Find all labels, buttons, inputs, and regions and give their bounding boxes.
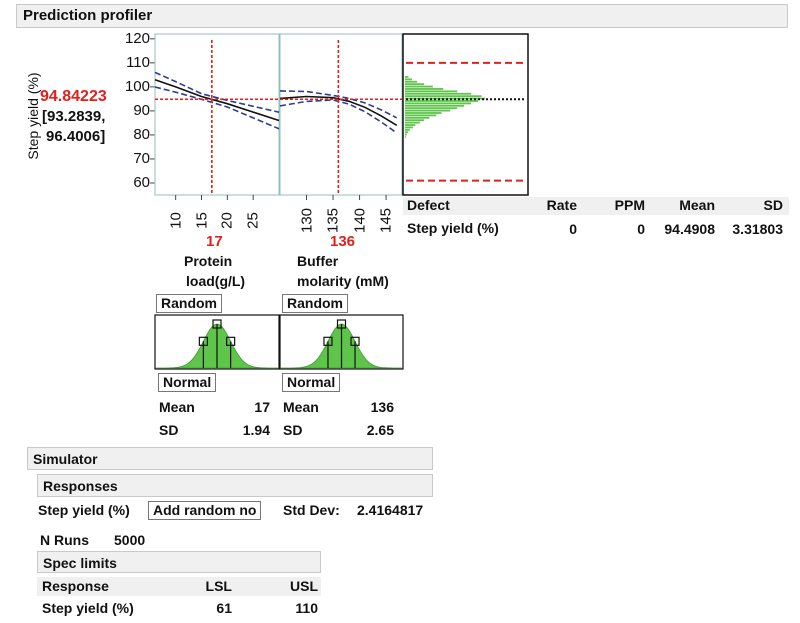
distribution-handle bbox=[350, 336, 360, 346]
defect-row-rate: 0 bbox=[569, 221, 577, 237]
spec-row-lsl[interactable]: 61 bbox=[216, 600, 232, 616]
prediction-curve bbox=[154, 78, 280, 122]
std-dev-value[interactable]: 2.4164817 bbox=[357, 502, 424, 518]
histogram-bar bbox=[405, 78, 412, 81]
confidence-low: [93.2839, bbox=[42, 108, 106, 125]
histogram-bar bbox=[405, 102, 472, 105]
confidence-upper-curve bbox=[154, 71, 280, 113]
histogram-bar bbox=[405, 83, 425, 86]
profiler-title: Prediction profiler bbox=[23, 7, 153, 24]
histogram-bar bbox=[405, 124, 416, 126]
spec-header-usl: USL bbox=[290, 578, 318, 594]
simulator-title: Simulator bbox=[33, 451, 98, 467]
n-runs-label: N Runs bbox=[40, 532, 89, 548]
spec-limits-title: Spec limits bbox=[43, 555, 117, 571]
histogram-bar bbox=[405, 104, 465, 107]
factor-panel-2 bbox=[279, 33, 403, 196]
prediction-curve bbox=[279, 95, 398, 126]
responses-title: Responses bbox=[43, 478, 118, 494]
y-tick-label: 100 bbox=[124, 77, 150, 95]
confidence-upper-curve bbox=[279, 90, 398, 119]
factor1-sd-label: SD bbox=[159, 422, 179, 438]
std-dev-label: Std Dev: bbox=[283, 502, 340, 518]
spec-header-row bbox=[37, 577, 321, 596]
histogram-bar bbox=[405, 107, 458, 110]
histogram-bar bbox=[405, 80, 418, 83]
histogram-bar bbox=[405, 114, 437, 117]
simulator-title-bar[interactable]: Simulator bbox=[27, 447, 433, 470]
y-tick-label: 60 bbox=[133, 173, 150, 191]
histogram-bar bbox=[405, 136, 406, 138]
defect-header-rate: Rate bbox=[546, 197, 577, 213]
histogram-bar bbox=[405, 126, 413, 129]
distribution-handle bbox=[336, 319, 347, 329]
histogram-bar bbox=[405, 112, 442, 114]
factor1-mean-value[interactable]: 17 bbox=[254, 399, 270, 415]
factor1-name-line2: load(g/L) bbox=[186, 273, 246, 289]
histogram-bar bbox=[405, 121, 420, 124]
histogram-bar bbox=[405, 76, 409, 78]
spec-row-usl[interactable]: 110 bbox=[295, 600, 318, 616]
histogram-bar bbox=[405, 116, 430, 119]
histogram-bar bbox=[405, 133, 407, 136]
y-tick-label: 80 bbox=[133, 125, 150, 143]
y-tick-label: 110 bbox=[126, 53, 150, 71]
add-random-noise-button[interactable]: Add random no bbox=[148, 501, 262, 520]
factor1-current-value[interactable]: 17 bbox=[206, 233, 223, 250]
predicted-value: 94.84223 bbox=[40, 88, 107, 105]
distribution-handle bbox=[198, 336, 208, 346]
histogram-bar bbox=[405, 131, 409, 134]
spec-row-name: Step yield (%) bbox=[42, 600, 134, 616]
distribution-handle bbox=[226, 336, 236, 346]
factor2-random-button[interactable]: Random bbox=[282, 294, 348, 313]
histogram-bar bbox=[405, 109, 451, 112]
defect-header-sd: SD bbox=[763, 197, 783, 213]
spec-header-response: Response bbox=[42, 578, 109, 594]
defect-row-ppm: 0 bbox=[637, 221, 645, 237]
histogram-bar bbox=[405, 128, 410, 131]
distribution-handle bbox=[323, 336, 333, 346]
factor2-normal-button[interactable]: Normal bbox=[282, 373, 341, 392]
defect-row-mean: 94.4908 bbox=[664, 221, 715, 237]
defect-header-mean: Mean bbox=[679, 197, 715, 213]
profiler-title-bar[interactable]: Prediction profiler bbox=[16, 4, 788, 28]
y-tick-label: 120 bbox=[124, 29, 150, 47]
factor2-current-value[interactable]: 136 bbox=[330, 233, 356, 250]
responses-title-bar[interactable]: Responses bbox=[37, 474, 433, 497]
histogram-bar bbox=[405, 88, 444, 90]
confidence-high: 96.4006] bbox=[46, 128, 106, 145]
histogram-bar bbox=[405, 95, 482, 98]
histogram-bar bbox=[405, 85, 433, 88]
y-tick-label: 90 bbox=[133, 101, 150, 119]
factor1-mean-label: Mean bbox=[159, 399, 195, 415]
factor2-name-line2: molarity (mM) bbox=[297, 273, 389, 289]
y-tick-label: 70 bbox=[133, 149, 150, 167]
defect-header-row bbox=[403, 197, 789, 215]
response-label: Step yield (%) bbox=[38, 502, 130, 518]
factor2-name-line1: Buffer bbox=[297, 253, 339, 269]
histogram-bar bbox=[405, 100, 479, 102]
factor2-sd-label: SD bbox=[283, 422, 303, 438]
factor2-mean-label: Mean bbox=[283, 399, 319, 415]
defect-row-sd: 3.31803 bbox=[732, 221, 783, 237]
defect-row-name: Step yield (%) bbox=[407, 220, 499, 236]
histogram-bar bbox=[405, 97, 485, 100]
factor1-name-line1: Protein bbox=[184, 253, 233, 269]
spec-header-lsl: LSL bbox=[205, 578, 232, 594]
factor1-sd-value[interactable]: 1.94 bbox=[242, 422, 270, 438]
factor1-random-button[interactable]: Random bbox=[156, 294, 222, 313]
histogram-bar bbox=[405, 90, 458, 93]
histogram-bar bbox=[405, 119, 425, 122]
histogram-bar bbox=[405, 92, 472, 95]
n-runs-value[interactable]: 5000 bbox=[114, 532, 146, 548]
factor2-sd-value[interactable]: 2.65 bbox=[366, 422, 394, 438]
spec-limits-title-bar[interactable]: Spec limits bbox=[37, 551, 321, 573]
defect-header-defect: Defect bbox=[407, 197, 450, 213]
factor1-normal-button[interactable]: Normal bbox=[158, 373, 217, 392]
factor2-mean-value[interactable]: 136 bbox=[370, 399, 394, 415]
distribution-handle bbox=[212, 319, 222, 329]
defect-header-ppm: PPM bbox=[614, 197, 645, 213]
